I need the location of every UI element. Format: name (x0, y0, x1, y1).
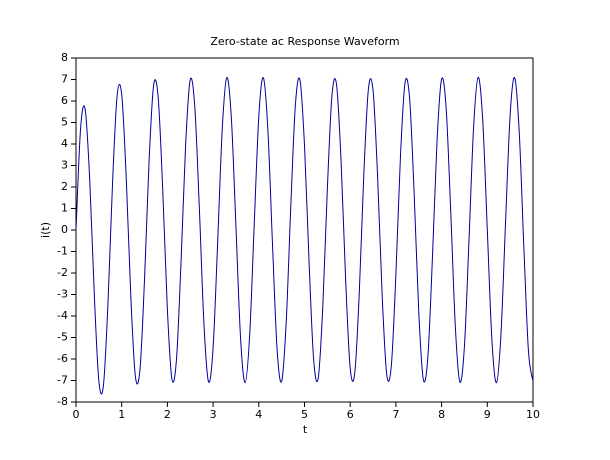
y-tick-label: -2 (57, 266, 68, 279)
y-tick-label: 0 (61, 223, 68, 236)
y-tick-label: -1 (57, 245, 68, 258)
x-tick-label: 10 (526, 408, 540, 421)
x-tick-label: 6 (347, 408, 354, 421)
y-tick-label: -6 (57, 352, 68, 365)
x-tick-label: 0 (73, 408, 80, 421)
y-tick-label: -3 (57, 288, 68, 301)
y-tick-label: -5 (57, 331, 68, 344)
x-tick-label: 4 (255, 408, 262, 421)
y-tick-label: -8 (57, 395, 68, 408)
x-tick-label: 7 (392, 408, 399, 421)
x-tick-label: 8 (438, 408, 445, 421)
y-tick-label: 4 (61, 137, 68, 150)
data-line (75, 76, 534, 395)
y-tick-label: 5 (61, 116, 68, 129)
y-tick-label: 1 (61, 202, 68, 215)
x-tick-label: 5 (301, 408, 308, 421)
y-tick-label: 8 (61, 51, 68, 64)
y-tick-label: 3 (61, 159, 68, 172)
y-axis-label: i(t) (39, 222, 52, 238)
x-tick-label: 2 (164, 408, 171, 421)
y-tick-label: 6 (61, 94, 68, 107)
x-tick-label: 1 (118, 408, 125, 421)
x-tick-label: 9 (484, 408, 491, 421)
y-tick-label: 7 (61, 73, 68, 86)
chart-title: Zero-state ac Response Waveform (210, 35, 399, 48)
x-axis-label: t (303, 423, 308, 436)
y-tick-label: -7 (57, 374, 68, 387)
y-tick-label: -4 (57, 309, 68, 322)
y-tick-label: 2 (61, 180, 68, 193)
x-tick-label: 3 (210, 408, 217, 421)
